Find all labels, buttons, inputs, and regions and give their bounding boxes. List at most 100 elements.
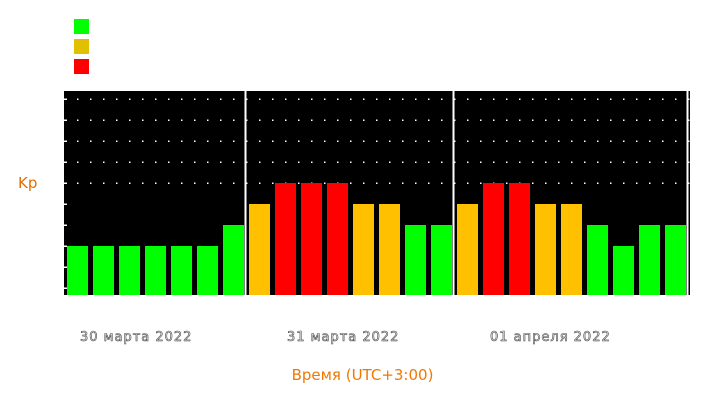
grid-dot (571, 140, 573, 142)
grid-dot (207, 161, 209, 163)
grid-dot (597, 182, 599, 184)
grid-dot (662, 140, 664, 142)
grid-dot (428, 161, 430, 163)
grid-dot (311, 119, 313, 121)
grid-dot (129, 119, 131, 121)
grid-dot (623, 182, 625, 184)
grid-dot (155, 182, 157, 184)
grid-dot (337, 119, 339, 121)
bar (483, 183, 504, 295)
grid-dot (155, 119, 157, 121)
grid-dot (207, 119, 209, 121)
grid-dot (376, 140, 378, 142)
grid-dot (441, 140, 443, 142)
grid-dot (233, 140, 235, 142)
grid-dot (454, 98, 456, 100)
legend-yellow (74, 39, 89, 54)
bar (275, 183, 296, 295)
grid-dot (389, 98, 391, 100)
grid-dot (116, 161, 118, 163)
grid-dot (545, 98, 547, 100)
grid-dot (441, 98, 443, 100)
grid-dot (220, 182, 222, 184)
grid-dot (662, 161, 664, 163)
day-label-2: 31 марта 2022 (287, 330, 400, 346)
grid-dot (558, 182, 560, 184)
grid-dot (402, 182, 404, 184)
grid-dot (181, 98, 183, 100)
grid-dot (571, 161, 573, 163)
grid-dot (389, 119, 391, 121)
grid-dot (584, 161, 586, 163)
bar (431, 225, 452, 295)
grid-dot (116, 98, 118, 100)
grid-dot (90, 182, 92, 184)
grid-dot (168, 182, 170, 184)
day-label-3: 01 апреля 2022 (490, 330, 611, 346)
y-tick (64, 266, 67, 268)
grid-dot (233, 98, 235, 100)
grid-dot (181, 119, 183, 121)
y-tick (64, 161, 67, 163)
grid-dot (207, 182, 209, 184)
grid-dot (142, 161, 144, 163)
grid-dot (662, 98, 664, 100)
grid-dot (285, 161, 287, 163)
grid-dot (454, 182, 456, 184)
grid-dot (623, 140, 625, 142)
grid-dot (636, 98, 638, 100)
y-tick (64, 224, 67, 226)
grid-dot (584, 182, 586, 184)
grid-dot (558, 98, 560, 100)
grid-dot (506, 140, 508, 142)
grid-dot (246, 140, 248, 142)
grid-dot (467, 140, 469, 142)
grid-dot (259, 161, 261, 163)
grid-dot (623, 119, 625, 121)
grid-dot (168, 140, 170, 142)
grid-dot (441, 182, 443, 184)
legend-green (74, 19, 89, 34)
grid-dot (610, 161, 612, 163)
grid-dot (441, 119, 443, 121)
grid-dot (519, 98, 521, 100)
grid-dot (389, 182, 391, 184)
grid-dot (597, 161, 599, 163)
grid-dot (233, 161, 235, 163)
grid-dot (363, 119, 365, 121)
grid-dot (77, 119, 79, 121)
grid-dot (571, 98, 573, 100)
bar (197, 246, 218, 295)
grid-dot (467, 161, 469, 163)
grid-dot (259, 119, 261, 121)
grid-dot (688, 182, 690, 184)
day-divider (244, 91, 247, 295)
grid-dot (376, 161, 378, 163)
grid-dot (493, 140, 495, 142)
bar (457, 204, 478, 295)
grid-dot (116, 140, 118, 142)
grid-dot (233, 119, 235, 121)
grid-dot (298, 182, 300, 184)
grid-dot (142, 119, 144, 121)
grid-dot (350, 182, 352, 184)
grid-dot (350, 119, 352, 121)
grid-dot (636, 119, 638, 121)
grid-dot (220, 161, 222, 163)
grid-dot (636, 161, 638, 163)
y-tick (64, 245, 67, 247)
grid-dot (649, 98, 651, 100)
grid-dot (142, 140, 144, 142)
bar (301, 183, 322, 295)
grid-dot (376, 182, 378, 184)
grid-dot (103, 182, 105, 184)
bar (119, 246, 140, 295)
grid-dot (636, 182, 638, 184)
grid-dot (259, 182, 261, 184)
grid-dot (77, 140, 79, 142)
grid-dot (649, 161, 651, 163)
bar (613, 246, 634, 295)
grid-dot (142, 98, 144, 100)
grid-dot (389, 161, 391, 163)
